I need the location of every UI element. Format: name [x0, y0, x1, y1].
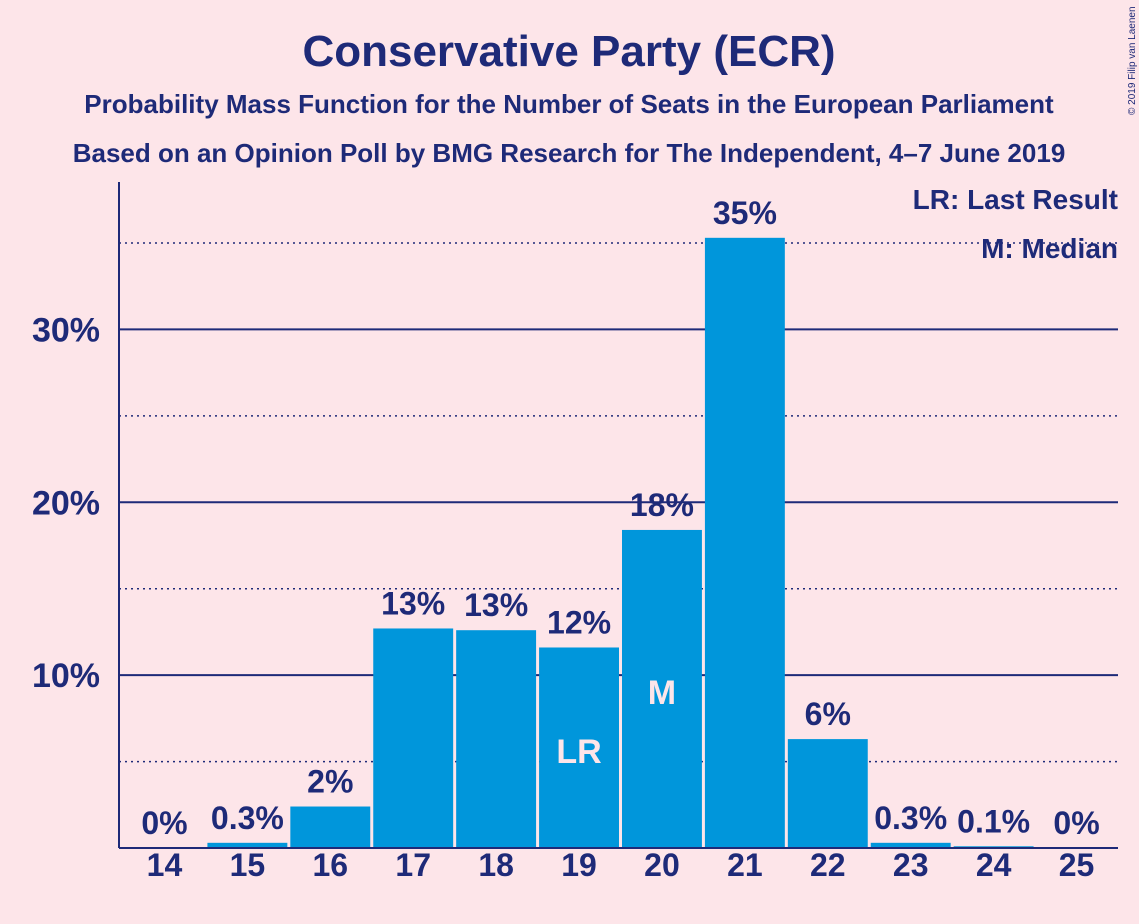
- bar-value-label: 13%: [381, 585, 445, 621]
- bar-value-label: 0.3%: [874, 800, 947, 836]
- bars: [207, 237, 1034, 849]
- bar: [373, 628, 454, 848]
- bar-value-label: 6%: [805, 696, 851, 732]
- x-tick-label: 22: [810, 847, 846, 883]
- bar: [622, 529, 702, 848]
- y-tick-label: 30%: [32, 311, 100, 349]
- bar-marker-label: M: [648, 674, 676, 712]
- bar: [787, 739, 868, 848]
- legend-median: M: Median: [981, 233, 1118, 264]
- bar-value-label: 13%: [464, 587, 528, 623]
- bar: [207, 842, 288, 848]
- chart-title: Conservative Party (ECR): [302, 27, 835, 76]
- bar-marker-label: LR: [556, 733, 601, 771]
- bar-value-label: 18%: [630, 487, 694, 523]
- chart-subtitle-2: Based on an Opinion Poll by BMG Research…: [73, 138, 1066, 168]
- x-tick-label: 24: [976, 847, 1012, 883]
- x-tick-label: 15: [230, 847, 266, 883]
- grid: 10% 20% 30%: [32, 242, 1118, 763]
- bar-value-label: 35%: [713, 195, 777, 231]
- copyright-text: © 2019 Filip van Laenen: [1127, 6, 1138, 115]
- x-tick-label: 18: [478, 847, 514, 883]
- x-tick-label: 25: [1059, 847, 1095, 883]
- bar: [290, 806, 371, 848]
- value-labels: 0% 14 0.3% 15 2% 16 13% 17 13% 18 12% 19 LR 18% 20 M 35%…: [141, 195, 1099, 883]
- bar: [456, 630, 537, 848]
- axes: [118, 182, 1118, 849]
- x-tick-label: 16: [312, 847, 348, 883]
- x-tick-label: 17: [395, 847, 431, 883]
- bar-value-label: 0.1%: [957, 803, 1030, 839]
- bar: [870, 842, 951, 848]
- bar-value-label: 12%: [547, 604, 611, 640]
- legend-last-result: LR: Last Result: [913, 184, 1118, 215]
- y-tick-label: 10%: [32, 657, 100, 695]
- y-tick-label: 20%: [32, 484, 100, 522]
- bar: [539, 647, 619, 848]
- bar: [704, 237, 785, 849]
- bar-value-label: 0%: [141, 805, 187, 841]
- bar-value-label: 0%: [1053, 805, 1099, 841]
- chart-subtitle-1: Probability Mass Function for the Number…: [84, 89, 1054, 119]
- x-tick-label: 20: [644, 847, 680, 883]
- x-tick-label: 14: [147, 847, 183, 883]
- bar-value-label: 0.3%: [211, 800, 284, 836]
- bar-value-label: 2%: [307, 764, 353, 800]
- x-tick-label: 23: [893, 847, 929, 883]
- x-tick-label: 21: [727, 847, 763, 883]
- x-tick-label: 19: [561, 847, 597, 883]
